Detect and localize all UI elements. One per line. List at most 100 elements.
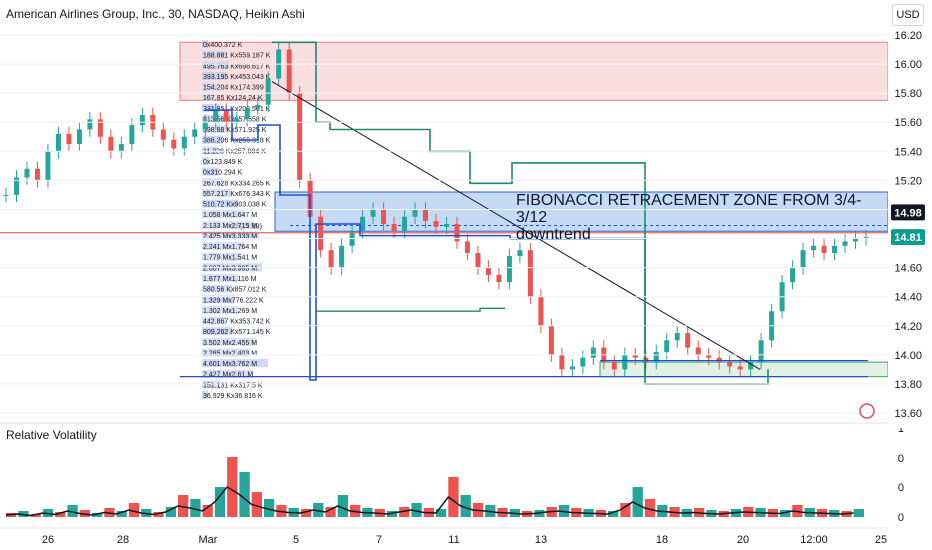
candle-body [727,362,733,367]
time-tick-label: Mar [199,534,218,546]
candle-body [664,340,670,352]
price-axis-bg [888,28,932,428]
volume-profile-bar [202,348,250,357]
candle-body [34,168,40,181]
volume-profile-label: 0x123.849 K [203,159,243,166]
candle-body [748,362,754,370]
price-tick-label: 13.80 [894,379,922,391]
candle-body [87,119,93,130]
candle-body [370,209,376,217]
volume-profile-layer: 0x400.372 K 188.881 Kx559.187 K 495.763 Kx… [202,40,271,400]
volatility-bar [608,511,619,517]
volume-profile-bar [202,61,229,70]
time-axis: 26 28 Mar 5 7 11 13 18 20 12:00 25 [0,527,888,546]
candle-body [538,296,544,326]
candle-body [590,347,596,358]
candle-body [716,357,722,363]
candle-body [129,125,135,145]
price-badges: 14.98 14.81 [859,204,925,419]
volume-profile-label: 1.877 Mx1.116 M [203,276,257,283]
volume-profile-label: 11.228 Kx257.084 K [203,148,266,155]
volume-profile-label: 151.131 Kx317.5 K [203,382,263,389]
candle-body [569,366,575,370]
candle-body [402,216,408,232]
candle-body [821,245,827,254]
candle-body [580,357,586,367]
volume-profile-label: 2.133 Mx2.715 M [203,223,257,230]
volatility-bar [632,487,643,517]
volume-profile-bar [202,274,238,282]
volatility-panel-title: Relative Volatility [6,428,97,442]
volume-profile-label: 4.601 Mx3.762 M [203,361,257,368]
time-tick-label: 7 [376,534,382,546]
candle-body [412,209,418,217]
candle-body [360,216,366,232]
candle-body [695,347,701,355]
candle-body [811,245,817,251]
volume-profile-bar [202,199,238,208]
candle-body [475,253,481,268]
volume-profile-bar [202,316,226,325]
candle-body [517,250,523,256]
volatility-bar [325,507,336,517]
price-tick-label: 14.20 [894,321,922,333]
candle-body [339,245,345,268]
volume-profile-bar [202,71,226,80]
price-tick-label: 14.40 [894,292,922,304]
volatility-tick-label: 0 [898,482,904,494]
price-tick-label: 16.20 [894,30,922,42]
candle-body [255,104,261,108]
volume-profile-label: 1.779 Mx1.541 M [203,255,257,262]
candle-body [674,333,680,341]
volume-profile-bar [202,114,235,123]
volume-profile-bar [202,178,223,187]
candle-body [118,144,124,152]
candle-body [3,194,9,196]
candle-body [223,110,229,123]
volume-profile-label: 510.72 Kx903.038 K [203,202,267,209]
price-badge [891,204,925,221]
candle-body [244,107,250,120]
volatility-bar [227,457,238,517]
volume-profile-label: 1.302 Mx1.269 M [203,308,257,315]
volatility-bar [165,507,176,517]
candle-body [506,255,512,283]
price-badge-label: 14.98 [894,207,922,219]
volume-profile-label: 442.867 Kx353.742 K [203,319,271,326]
volume-profile-label: 2.425 Mx3.333 M [203,233,257,240]
fibonacci-zone [274,191,889,232]
volatility-bar [399,507,410,517]
volatility-bar [30,514,41,517]
volume-profile-label: 2.285 Mx2.403 M [203,350,257,357]
zones-layer: 0.5(14.89) [179,41,889,378]
candle-body [559,354,565,370]
candle-body [108,136,114,152]
candle-body [737,366,743,370]
volume-profile-bar [202,103,220,112]
volatility-tick-label: 0 [898,512,904,524]
volume-profile-bar [202,167,219,176]
volatility-bar [67,505,78,517]
candle-body [548,325,554,355]
price-tick-label: 15.60 [894,117,922,129]
volume-profile-bar [202,146,217,155]
candle-body [139,114,145,126]
candle-body [171,139,177,149]
time-tick-label: 26 [42,534,54,546]
candle-body [496,274,502,283]
candle-body [76,129,82,145]
price-tick-label: 16.00 [894,59,922,71]
volatility-bar [128,503,140,517]
volatility-tick-label: 0 [898,453,904,465]
volume-profile-label: 3.502 Mx2.455 M [203,340,257,347]
volume-profile-label: 386.206 Kx255.318 K [203,138,271,145]
supply-zone [179,41,889,101]
candle-body [433,221,439,227]
volatility-bar [644,499,656,517]
candle-body [863,237,869,239]
volume-profile-bar [202,135,223,144]
candle-body [318,216,324,251]
candle-body [842,241,848,246]
currency-selector[interactable]: USD [892,4,924,26]
